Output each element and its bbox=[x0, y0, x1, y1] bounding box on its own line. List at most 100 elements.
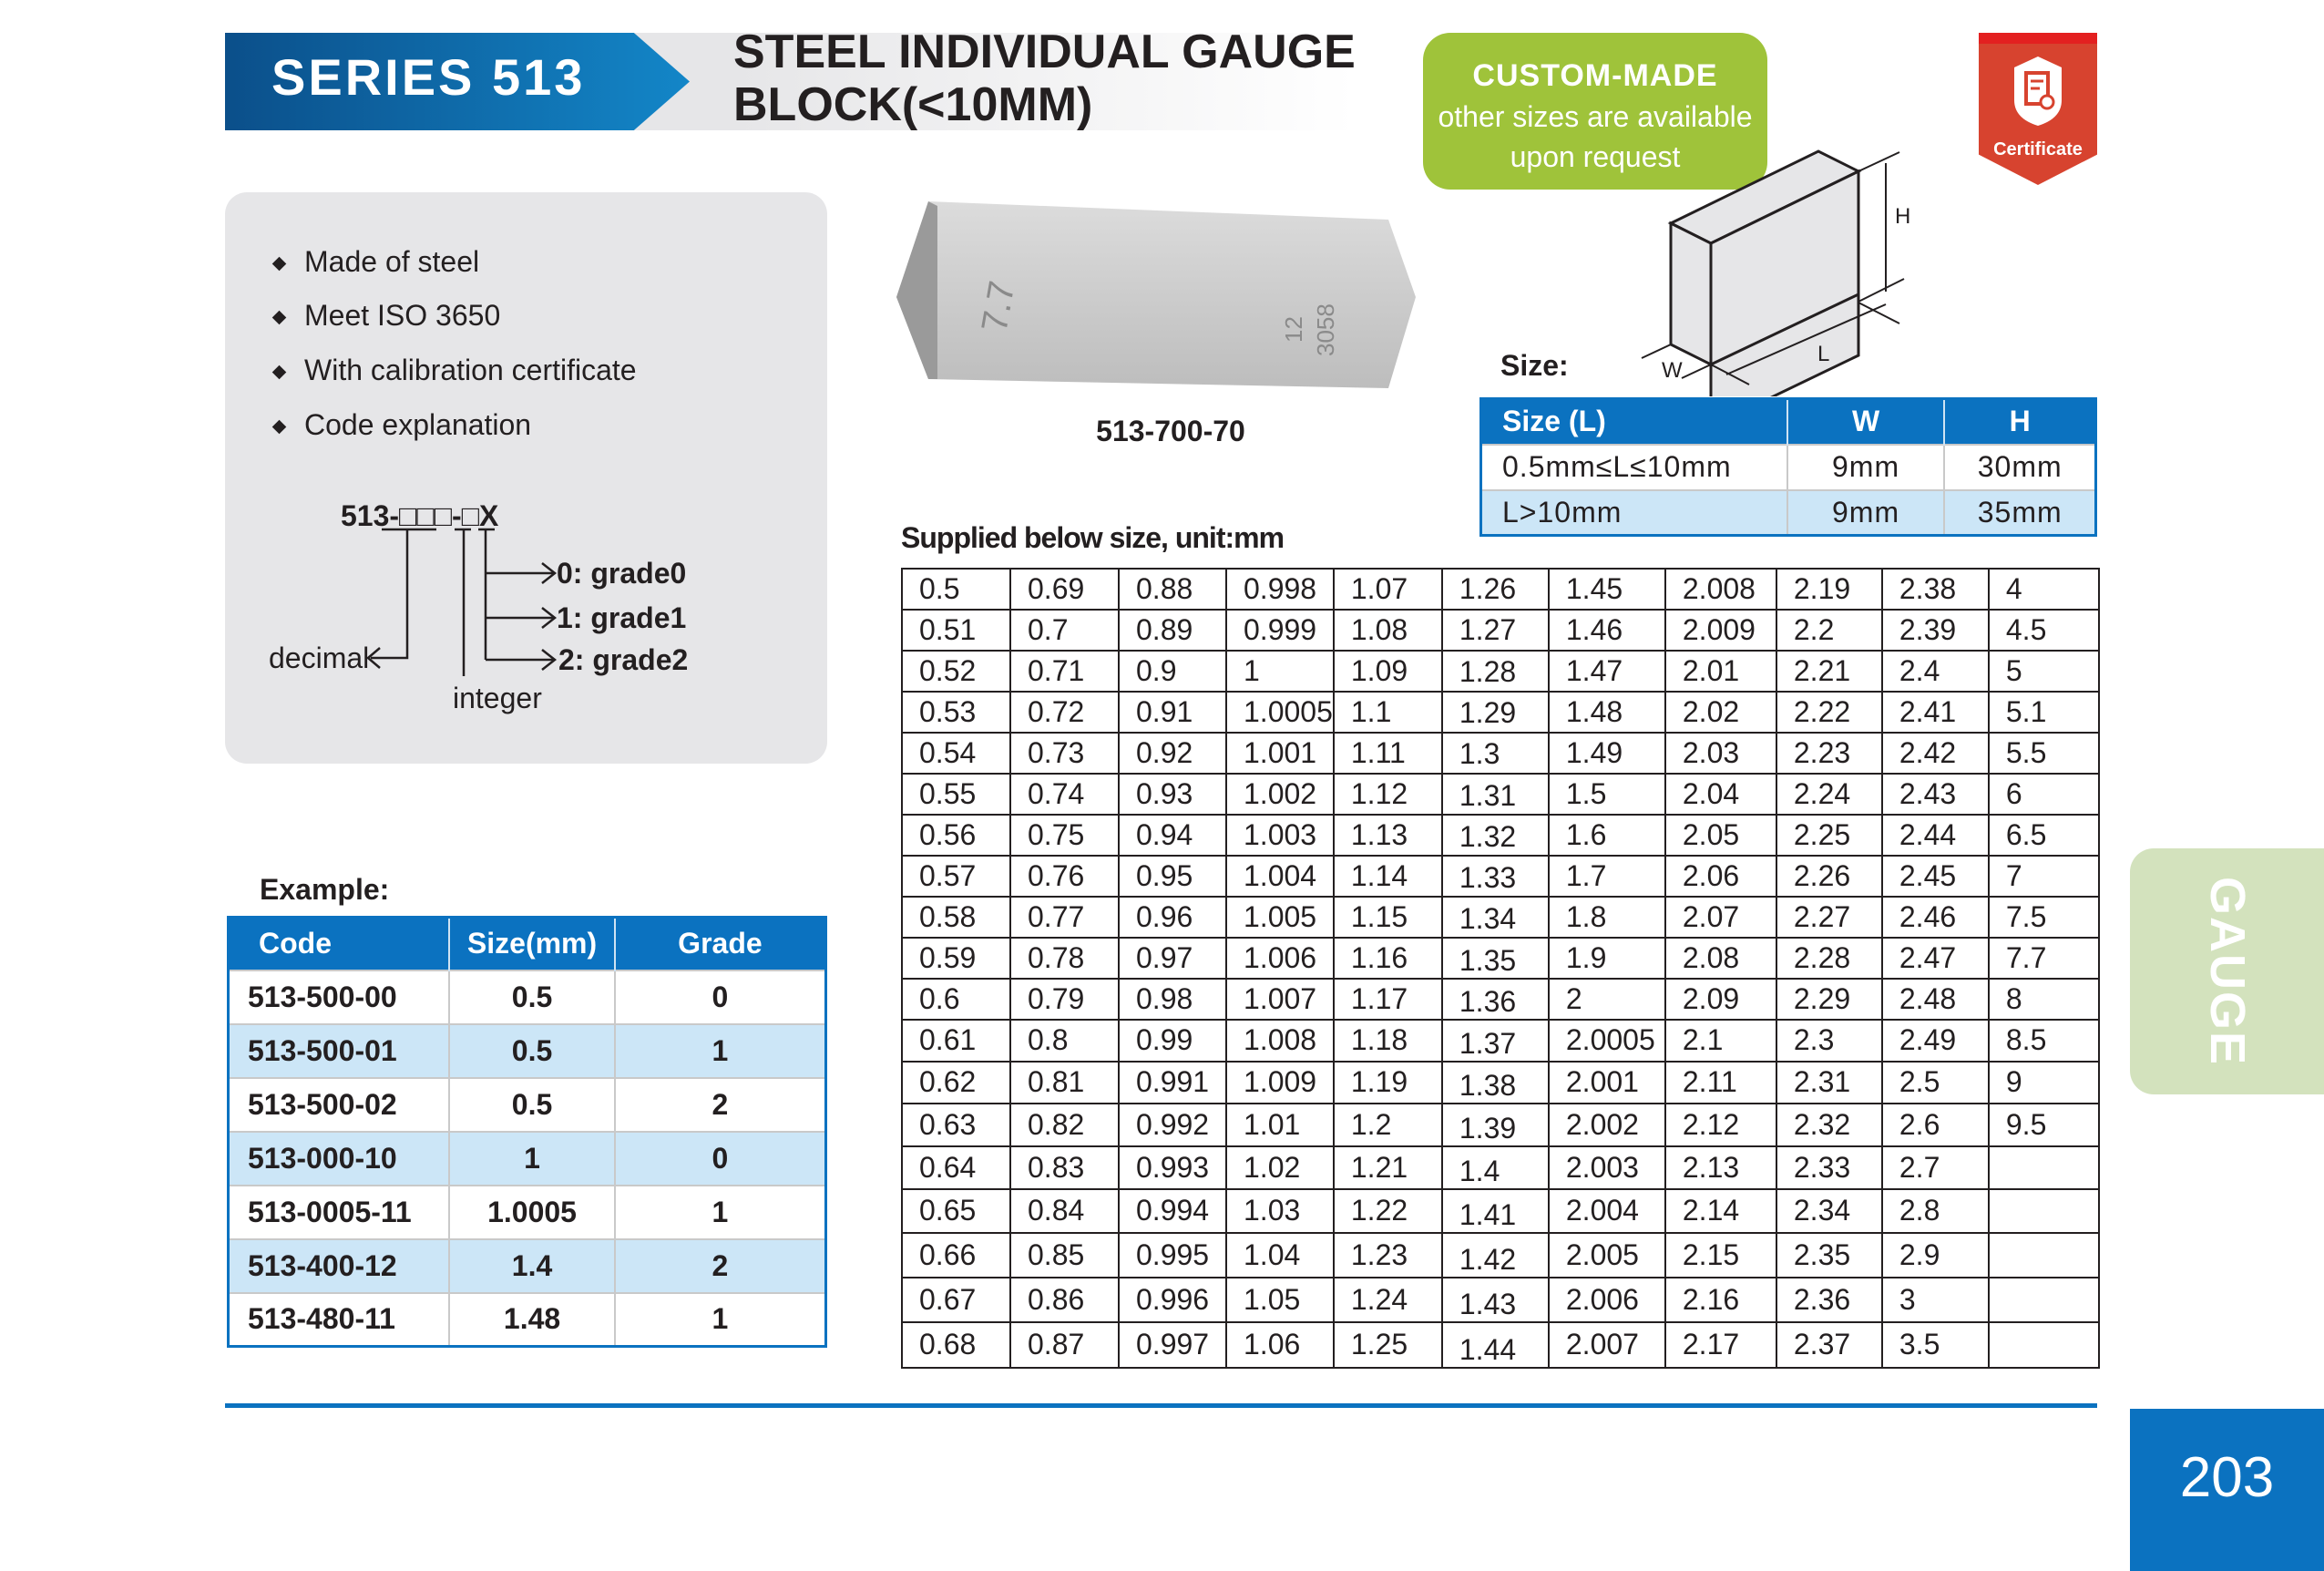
size-cell: 2.48 bbox=[1880, 978, 1990, 1021]
size-cell: 0.69 bbox=[1009, 568, 1120, 611]
size-cell: 0.9 bbox=[1118, 650, 1227, 693]
size-cell: 2.4 bbox=[1880, 650, 1990, 693]
size-cell: 1.005 bbox=[1225, 896, 1335, 939]
size-cell: 1.25 bbox=[1332, 1320, 1443, 1369]
size-cell: 0.55 bbox=[901, 773, 1011, 816]
custom-title: CUSTOM-MADE bbox=[1472, 58, 1718, 93]
size-cell: 1.8 bbox=[1547, 896, 1666, 939]
size-cell: 2.8 bbox=[1880, 1187, 1990, 1234]
size-cell: 2.23 bbox=[1775, 732, 1883, 775]
size-cell: 1.44 bbox=[1440, 1320, 1550, 1369]
size-cell: 1.08 bbox=[1332, 609, 1443, 652]
header-h: H bbox=[1944, 398, 2097, 445]
page-title: STEEL INDIVIDUAL GAUGE BLOCK(<10MM) bbox=[733, 26, 1356, 131]
size-cell: 2.07 bbox=[1664, 896, 1777, 939]
size-cell: 1.02 bbox=[1225, 1145, 1335, 1190]
bullet-icon bbox=[271, 419, 287, 435]
size-cell: 2.42 bbox=[1880, 732, 1990, 775]
size-cell: 1.15 bbox=[1332, 896, 1443, 939]
grade-cell: 0 bbox=[614, 1130, 827, 1186]
size-cell: 0.59 bbox=[901, 937, 1011, 980]
code-cell: 513-400-12 bbox=[228, 1237, 451, 1293]
feature-text: Made of steel bbox=[304, 245, 480, 278]
cell: L>10mm bbox=[1480, 488, 1788, 536]
size-cell: 1.18 bbox=[1332, 1019, 1443, 1063]
code-dash: - bbox=[452, 499, 462, 532]
size-cell: 2.28 bbox=[1775, 937, 1883, 980]
size-cell: 2.24 bbox=[1775, 773, 1883, 816]
size-cell: 0.82 bbox=[1009, 1102, 1120, 1147]
table-row: 0.5mm≤L≤10mm 9mm 30mm bbox=[1480, 443, 2097, 490]
table-row: 0.52 0.71 0.9 1 1.09 1.28 1.47 2.01 2.21 2.4 5 bbox=[901, 650, 2100, 693]
size-cell: 1.45 bbox=[1547, 568, 1666, 611]
size-cell: 0.6 bbox=[901, 978, 1011, 1021]
integer-label: integer bbox=[453, 682, 542, 714]
size-cell: 1.009 bbox=[1225, 1060, 1335, 1104]
size-cell: 7.7 bbox=[1987, 937, 2100, 980]
feature-item: Made of steel bbox=[271, 245, 480, 279]
size-cell: 0.997 bbox=[1118, 1320, 1227, 1369]
size-cell bbox=[1987, 1187, 2100, 1234]
section-tab-gauge: GAUGE bbox=[2130, 848, 2324, 1094]
bullet-icon bbox=[271, 365, 287, 380]
size-cell: 0.65 bbox=[901, 1187, 1011, 1234]
size-cell: 2.5 bbox=[1880, 1060, 1990, 1104]
size-cell: 2.06 bbox=[1664, 855, 1777, 898]
page-number: 203 bbox=[2130, 1409, 2324, 1571]
size-cell: 2.6 bbox=[1880, 1102, 1990, 1147]
grade-cell: 1 bbox=[614, 1291, 827, 1347]
table-row: 513-500-00 0.5 0 bbox=[228, 969, 827, 1024]
size-cell: 0.88 bbox=[1118, 568, 1227, 611]
svg-text:513-□□□-□X: 513-□□□-□X bbox=[341, 499, 499, 532]
size-cell: 2.04 bbox=[1664, 773, 1777, 816]
size-cell: 0.71 bbox=[1009, 650, 1120, 693]
size-cell: 2.46 bbox=[1880, 896, 1990, 939]
size-cell: 1.12 bbox=[1332, 773, 1443, 816]
block-dimension-diagram: H L W bbox=[1641, 149, 1910, 396]
size-cell: 0.5 bbox=[449, 1076, 616, 1132]
size-cell: 2.37 bbox=[1775, 1320, 1883, 1369]
size-cell: 0.58 bbox=[901, 896, 1011, 939]
size-cell: 5.5 bbox=[1987, 732, 2100, 775]
table-row: 0.54 0.73 0.92 1.001 1.11 1.3 1.49 2.03 2.23 2.42… bbox=[901, 732, 2100, 775]
size-cell: 6 bbox=[1987, 773, 2100, 816]
code-grade-x: X bbox=[479, 499, 499, 532]
feature-item: Code explanation bbox=[271, 408, 531, 442]
size-cell: 0.98 bbox=[1118, 978, 1227, 1021]
size-cell: 0.68 bbox=[901, 1320, 1011, 1369]
size-cell: 2.13 bbox=[1664, 1145, 1777, 1190]
size-cell: 0.89 bbox=[1118, 609, 1227, 652]
size-cell: 0.87 bbox=[1009, 1320, 1120, 1369]
example-label: Example: bbox=[260, 873, 390, 906]
size-cell: 0.77 bbox=[1009, 896, 1120, 939]
size-cell: 0.52 bbox=[901, 650, 1011, 693]
table-row: 513-500-02 0.5 2 bbox=[228, 1076, 827, 1132]
size-cell: 2.27 bbox=[1775, 896, 1883, 939]
code-cell: 513-500-00 bbox=[228, 969, 451, 1024]
header-grade: Grade bbox=[614, 917, 827, 970]
size-cell: 1.9 bbox=[1547, 937, 1666, 980]
code-integer-box: □ bbox=[462, 499, 480, 532]
features-panel: Made of steel Meet ISO 3650 With calibra… bbox=[225, 192, 827, 764]
size-cell: 1.29 bbox=[1440, 691, 1550, 734]
size-cell: 0.62 bbox=[901, 1060, 1011, 1104]
size-cell: 1.42 bbox=[1440, 1231, 1550, 1278]
size-cell: 1.002 bbox=[1225, 773, 1335, 816]
size-cell: 1.28 bbox=[1440, 650, 1550, 693]
size-cell: 1.21 bbox=[1332, 1145, 1443, 1190]
size-cell: 1.1 bbox=[1332, 691, 1443, 734]
cell: 9mm bbox=[1787, 443, 1946, 490]
size-cell: 0.72 bbox=[1009, 691, 1120, 734]
size-cell: 1.003 bbox=[1225, 814, 1335, 857]
size-cell bbox=[1987, 1320, 2100, 1369]
table-row: 513-500-01 0.5 1 bbox=[228, 1022, 827, 1078]
size-cell: 0.999 bbox=[1225, 609, 1335, 652]
size-cell: 8.5 bbox=[1987, 1019, 2100, 1063]
bullet-icon bbox=[271, 256, 287, 272]
cell: 35mm bbox=[1944, 488, 2097, 536]
size-cell: 2.35 bbox=[1775, 1231, 1883, 1278]
example-table: Code Size(mm) Grade 513-500-00 0.5 0 513-50… bbox=[227, 916, 827, 1348]
size-cell: 2.33 bbox=[1775, 1145, 1883, 1190]
table-row: 0.6 0.79 0.98 1.007 1.17 1.36 2 2.09 2.29 2.48 8 bbox=[901, 978, 2100, 1021]
size-cell: 1.23 bbox=[1332, 1231, 1443, 1278]
